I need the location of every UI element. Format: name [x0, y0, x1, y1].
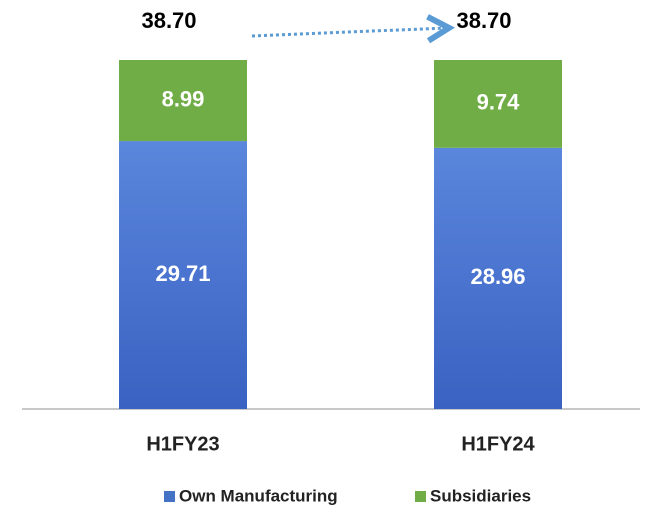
- x-tick-label: H1FY23: [146, 433, 219, 455]
- legend-swatch: [164, 491, 175, 502]
- total-label: 38.70: [456, 8, 511, 33]
- value-label: 28.96: [470, 264, 525, 289]
- value-label: 8.99: [162, 86, 205, 111]
- value-label: 29.71: [155, 261, 210, 286]
- total-label: 38.70: [141, 8, 196, 33]
- bar-segment: [434, 147, 562, 409]
- legend-label: Own Manufacturing: [179, 486, 338, 505]
- legend-label: Subsidiaries: [430, 486, 531, 505]
- bar-segment: [119, 60, 247, 142]
- bar-segment: [434, 60, 562, 148]
- x-tick-label: H1FY24: [461, 433, 535, 455]
- legend-swatch: [415, 491, 426, 502]
- bar-segment: [119, 141, 247, 409]
- arrow: [251, 28, 446, 36]
- value-label: 9.74: [477, 90, 521, 115]
